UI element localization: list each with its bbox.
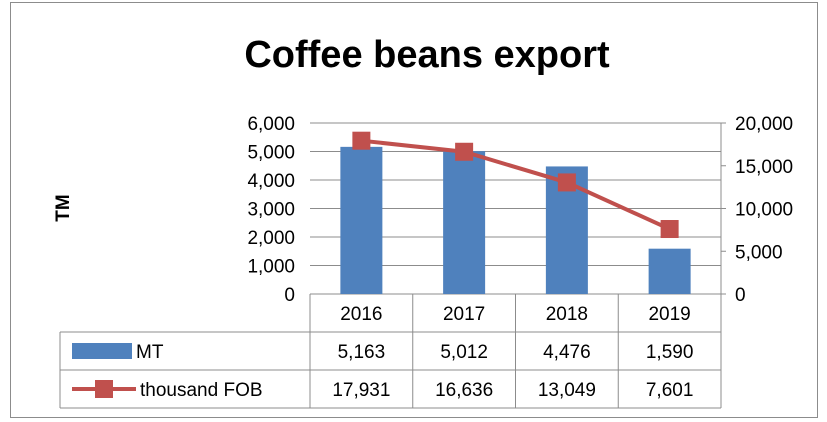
left-axis-ticks: 0 1,000 2,000 3,000 4,000 5,000 6,000 bbox=[247, 114, 295, 306]
line-marker bbox=[660, 220, 679, 239]
right-axis-ticks: 0 5,000 10,000 15,000 20,000 bbox=[735, 114, 793, 306]
data-cell: 4,476 bbox=[543, 342, 591, 363]
right-tick-label: 20,000 bbox=[735, 114, 793, 135]
bar bbox=[340, 146, 383, 294]
left-tick-label: 5,000 bbox=[247, 143, 295, 164]
left-tick-label: 3,000 bbox=[247, 200, 295, 221]
data-cell: 5,163 bbox=[338, 342, 386, 363]
chart-title: Coffee beans export bbox=[244, 34, 610, 76]
data-cell: 5,012 bbox=[440, 342, 488, 363]
right-tick-label: 5,000 bbox=[735, 242, 783, 263]
left-tick-label: 6,000 bbox=[247, 114, 295, 135]
data-cell: 1,590 bbox=[646, 342, 694, 363]
legend-label: MT bbox=[136, 342, 164, 363]
y-axis-label: TM bbox=[53, 194, 74, 221]
data-cell: 7,601 bbox=[646, 380, 694, 401]
data-cell: 17,931 bbox=[332, 380, 390, 401]
line-path bbox=[361, 138, 671, 231]
category-label: 2018 bbox=[546, 304, 588, 325]
right-tick-label: 10,000 bbox=[735, 200, 793, 221]
left-tick-label: 2,000 bbox=[247, 228, 295, 249]
legend-swatch-bar bbox=[72, 343, 132, 359]
left-tick-label: 1,000 bbox=[247, 257, 295, 278]
bar bbox=[443, 151, 486, 294]
line-marker bbox=[557, 173, 576, 192]
left-tick-label: 4,000 bbox=[247, 171, 295, 192]
line-series bbox=[352, 131, 679, 239]
line-marker bbox=[455, 142, 474, 161]
data-cell: 13,049 bbox=[538, 380, 596, 401]
data-table: 2016 2017 2018 2019 MT 5,163 5,012 4,476 1,590 th… bbox=[59, 123, 722, 409]
right-tick-label: 15,000 bbox=[735, 157, 793, 178]
bar bbox=[648, 248, 691, 294]
legend-swatch-marker bbox=[95, 380, 113, 398]
data-cell: 16,636 bbox=[435, 380, 493, 401]
left-tick-label: 0 bbox=[284, 285, 295, 306]
category-label: 2017 bbox=[443, 304, 485, 325]
legend-label: thousand FOB bbox=[140, 380, 263, 401]
category-label: 2019 bbox=[648, 304, 690, 325]
right-tick-label: 0 bbox=[735, 285, 746, 306]
chart-frame bbox=[10, 2, 818, 418]
category-label: 2016 bbox=[340, 304, 382, 325]
line-marker bbox=[352, 131, 371, 150]
